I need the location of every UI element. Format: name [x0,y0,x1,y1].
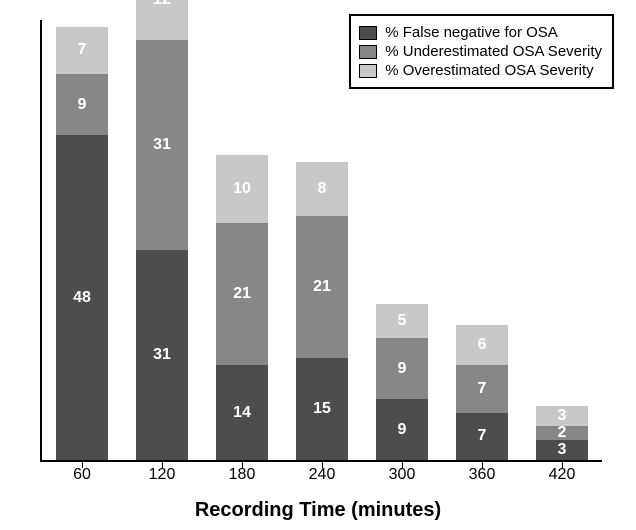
bar-value-label: 3 [536,407,588,425]
bar-value-label: 8 [296,180,348,198]
bar-segment: 2 [536,426,588,440]
bar-segment: 10 [216,155,268,223]
bar-segment: 5 [376,304,428,338]
bar-segment: 7 [456,365,508,412]
bar-value-label: 14 [216,404,268,422]
legend: % False negative for OSA % Underestimate… [349,14,614,89]
x-axis-title: Recording Time (minutes) [0,499,636,522]
bar-segment: 3 [536,440,588,460]
bar-value-label: 48 [56,289,108,307]
x-tick-label: 120 [122,460,202,484]
legend-item: % False negative for OSA [359,24,602,41]
bar-value-label: 3 [536,441,588,459]
legend-label: % Overestimated OSA Severity [385,62,593,79]
legend-swatch [359,26,377,40]
bar-segment: 9 [376,338,428,399]
bar-segment: 14 [216,365,268,460]
bar-value-label: 7 [56,41,108,59]
bar-segment: 48 [56,135,108,460]
bar-value-label: 15 [296,400,348,418]
bar-segment: 31 [136,40,188,250]
x-tick-label: 360 [442,460,522,484]
bar-segment: 12 [136,0,188,40]
bar-value-label: 31 [136,136,188,154]
legend-label: % False negative for OSA [385,24,558,41]
bar-value-label: 5 [376,312,428,330]
bar-segment: 6 [456,325,508,366]
bar-value-label: 9 [376,360,428,378]
x-tick-label: 420 [522,460,602,484]
bar-value-label: 9 [56,96,108,114]
bar-value-label: 21 [296,278,348,296]
bar-segment: 9 [56,74,108,135]
bar-segment: 21 [296,216,348,358]
legend-swatch [359,45,377,59]
bar-segment: 8 [296,162,348,216]
bar-value-label: 6 [456,336,508,354]
x-tick-label: 300 [362,460,442,484]
bar-segment: 21 [216,223,268,365]
bar-segment: 7 [56,27,108,74]
bar-value-label: 9 [376,421,428,439]
x-tick-label: 180 [202,460,282,484]
bar-segment: 9 [376,399,428,460]
bar-value-label: 2 [536,424,588,442]
bar-segment: 3 [536,406,588,426]
bar-value-label: 7 [456,427,508,445]
bar-value-label: 31 [136,346,188,364]
legend-item: % Overestimated OSA Severity [359,62,602,79]
legend-label: % Underestimated OSA Severity [385,43,602,60]
bar-value-label: 10 [216,180,268,198]
legend-swatch [359,64,377,78]
bar-value-label: 7 [456,380,508,398]
bar-value-label: 12 [136,0,188,9]
legend-item: % Underestimated OSA Severity [359,43,602,60]
bar-segment: 15 [296,358,348,460]
x-tick-label: 240 [282,460,362,484]
bar-segment: 31 [136,250,188,460]
bar-segment: 7 [456,413,508,460]
chart-container: 48 9 7 60 31 31 12 120 14 21 10 180 15 21 8 240 9 9 5 300 7 7… [0,0,636,530]
x-tick-label: 60 [42,460,122,484]
bar-value-label: 21 [216,285,268,303]
